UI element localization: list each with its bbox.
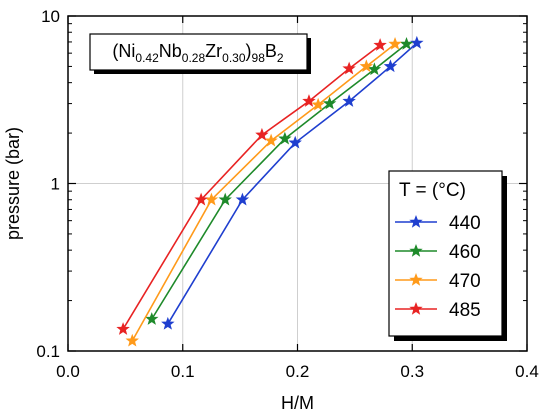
formula-subscript: 2 (277, 51, 284, 65)
x-tick-label: 0.2 (286, 362, 310, 381)
legend: T = (°C) 440 460 470 485 (388, 170, 507, 341)
series-460 (145, 36, 414, 325)
formula-subscript: 98 (252, 51, 266, 65)
data-point (359, 59, 374, 73)
data-point (116, 322, 130, 335)
series-line (151, 43, 408, 320)
data-point (399, 36, 414, 50)
data-point (264, 133, 278, 147)
legend-marker (409, 301, 423, 315)
x-tick-label: 0.1 (171, 362, 195, 381)
legend-label: 440 (449, 213, 481, 234)
data-point (194, 192, 208, 206)
formula-element: Zr (205, 41, 222, 61)
series-440 (161, 35, 424, 330)
legend-entry-460: 460 (395, 242, 481, 263)
data-point (218, 192, 232, 206)
legend-title: T = (°C) (399, 180, 466, 201)
data-point (161, 316, 175, 330)
series-470 (125, 36, 402, 347)
series-line (122, 44, 381, 330)
series-line (167, 42, 418, 325)
formula-subscript: 0.28 (182, 51, 206, 65)
x-tick-label: 0.0 (56, 362, 80, 381)
y-axis-label: pressure (bar) (3, 127, 23, 240)
data-point (125, 333, 139, 347)
legend-label: 485 (449, 300, 481, 321)
legend-label: 470 (449, 271, 481, 292)
legend-marker (409, 243, 423, 257)
data-point (235, 192, 250, 206)
composition-annotation: (Ni0.42Nb0.28Zr0.30)98B2 (89, 33, 311, 74)
data-point (383, 59, 398, 73)
data-point (145, 312, 159, 325)
x-tick-label: 0.3 (400, 362, 424, 381)
formula-subscript: 0.30 (222, 51, 246, 65)
data-point (255, 127, 269, 141)
legend-marker (409, 214, 423, 228)
series-485 (116, 38, 387, 335)
formula-element: Nb (159, 41, 182, 61)
y-tick-label: 10 (41, 7, 60, 26)
legend-entry-485: 485 (395, 300, 481, 321)
x-axis-label: H/M (281, 393, 314, 413)
data-point (278, 131, 292, 145)
data-point (342, 94, 356, 107)
data-point (288, 135, 302, 149)
legend-entry-440: 440 (395, 213, 481, 234)
data-point (342, 61, 356, 75)
formula-subscript: 0.42 (135, 51, 159, 65)
y-tick-label: 1 (51, 175, 60, 194)
data-point (322, 96, 337, 110)
formula-element: ) (246, 41, 252, 61)
data-point (311, 97, 325, 111)
legend-label: 460 (449, 242, 481, 263)
composition-formula: (Ni0.42Nb0.28Zr0.30)98B2 (112, 41, 283, 65)
y-tick-label: 0.1 (36, 342, 60, 361)
series-line (131, 43, 396, 342)
data-point (410, 35, 424, 49)
x-tick-label: 0.4 (515, 362, 539, 381)
annotation-box (89, 33, 308, 71)
legend-marker (409, 272, 423, 286)
data-point (388, 36, 402, 50)
plot-series (116, 35, 424, 347)
formula-element: B (265, 41, 277, 61)
formula-element: (Ni (112, 41, 135, 61)
data-point (373, 38, 387, 51)
data-point (367, 62, 382, 76)
data-point (302, 94, 316, 107)
legend-entry-470: 470 (395, 271, 481, 292)
